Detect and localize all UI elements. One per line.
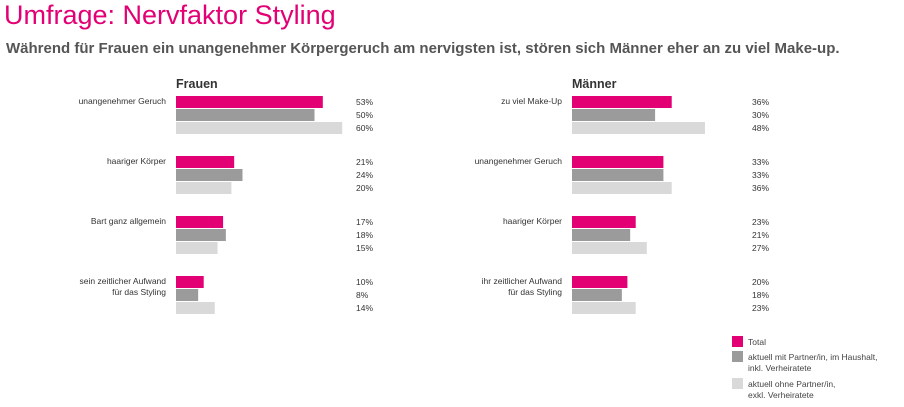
category-label: ihr zeitlicher Aufwand [482,276,563,286]
bar [176,242,218,254]
category-label: für das Styling [508,287,562,297]
bar [176,229,226,241]
bar [572,169,664,181]
bar [572,229,631,241]
category-label: Bart ganz allgemein [91,216,166,226]
data-label: 23% [752,303,769,313]
data-label: 33% [752,170,769,180]
page-title: Umfrage: Nervfaktor Styling [4,0,336,30]
legend-label: Total [748,337,766,347]
data-label: 21% [356,157,373,167]
category-label: unangenehmer Geruch [79,96,167,106]
legend-label: exkl. Verheiratete [748,390,814,400]
data-label: 18% [752,290,769,300]
legend-swatch [732,351,743,362]
category-label: für das Styling [112,287,166,297]
data-label: 21% [752,230,769,240]
bar [572,216,636,228]
bar [572,302,636,314]
category-label: haariger Körper [107,156,166,166]
legend-swatch [732,336,743,347]
bar [572,242,647,254]
data-label: 27% [752,243,769,253]
bar [572,96,672,108]
data-label: 53% [356,97,373,107]
data-label: 30% [752,110,769,120]
data-label: 17% [356,217,373,227]
bar [176,156,235,168]
data-label: 48% [752,123,769,133]
bar [176,276,204,288]
category-label: sein zeitlicher Aufwand [80,276,167,286]
data-label: 14% [356,303,373,313]
bar [572,182,672,194]
data-label: 23% [752,217,769,227]
legend-label: aktuell mit Partner/in, im Haushalt, [748,352,877,362]
data-label: 20% [356,183,373,193]
data-label: 15% [356,243,373,253]
data-label: 8% [356,290,369,300]
bar [176,216,224,228]
data-label: 20% [752,277,769,287]
bar [572,289,622,301]
panel-title: Frauen [176,77,218,91]
data-label: 18% [356,230,373,240]
bar [176,169,243,181]
bar [572,276,628,288]
data-label: 60% [356,123,373,133]
bar [176,289,199,301]
legend-label: aktuell ohne Partner/in, [748,379,835,389]
bar [572,109,656,121]
panel-title: Männer [572,77,617,91]
data-label: 36% [752,97,769,107]
legend-swatch [732,378,743,389]
bar [176,96,323,108]
bar [176,302,215,314]
bar [176,109,315,121]
category-label: haariger Körper [503,216,562,226]
bar [572,122,705,134]
page-subtitle: Während für Frauen ein unangenehmer Körp… [6,40,840,57]
category-label: zu viel Make-Up [501,96,562,106]
data-label: 50% [356,110,373,120]
legend-label: inkl. Verheiratete [748,363,812,373]
data-label: 36% [752,183,769,193]
bar [572,156,664,168]
data-label: 10% [356,277,373,287]
data-label: 24% [356,170,373,180]
category-label: unangenehmer Geruch [475,156,563,166]
data-label: 33% [752,157,769,167]
bar [176,182,232,194]
bar [176,122,343,134]
